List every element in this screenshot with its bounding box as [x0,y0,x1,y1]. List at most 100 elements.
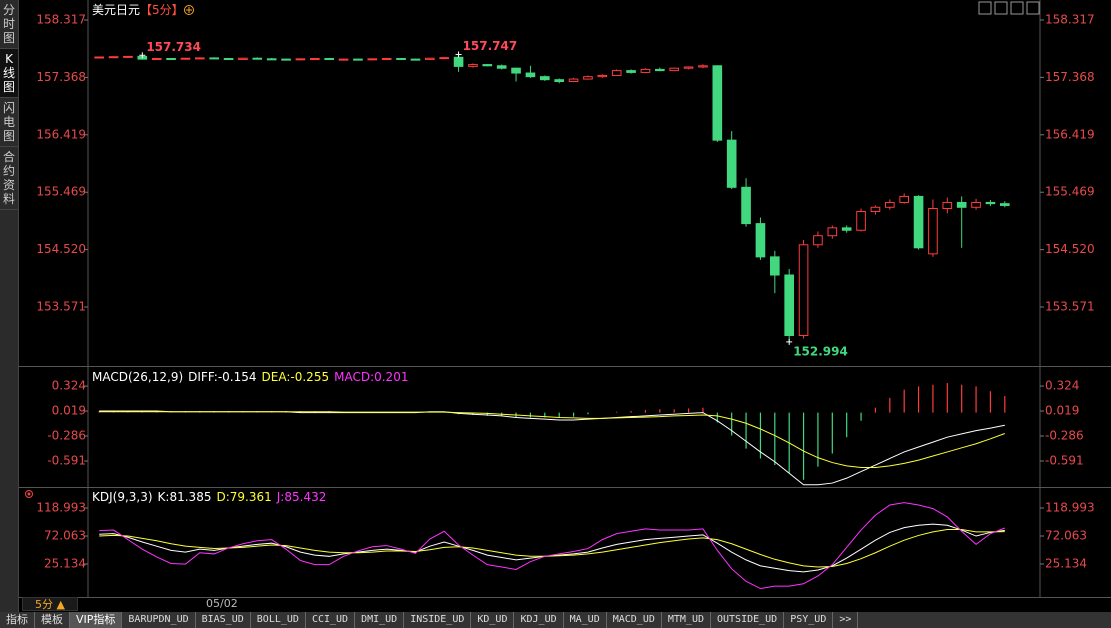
legend-value: 85.432 [284,490,326,504]
candle-body [482,64,493,67]
indicator-tab[interactable]: BIAS_UD [196,612,251,628]
legend-name: DIFF: [188,370,218,384]
indicator-line [99,528,1005,568]
side-tab[interactable]: 分时图 [0,0,18,49]
candle-body [813,235,823,246]
candle-body [583,76,593,80]
low-label: 152.994 [793,344,848,358]
y-tick-label: -0.591 [1045,454,1084,468]
y-tick-label: 156.419 [36,127,86,141]
indicator-tab[interactable]: MACD_UD [607,612,662,628]
indicator-tab[interactable]: VIP指标 [70,612,123,628]
side-tab-label: 闪电图 [2,101,15,143]
candle-body [381,58,392,61]
indicator-tab[interactable]: 模板 [35,612,70,628]
candle-body [698,65,708,68]
side-tab[interactable]: K线图 [0,49,18,98]
candle-body [640,68,651,73]
candle-body [338,58,349,61]
candle-body [123,55,133,58]
candle-body [669,67,679,72]
y-tick-label: 118.993 [36,500,86,514]
period-selector[interactable]: 5分 ▲ [22,597,78,611]
candle-body [827,227,838,237]
kdj-icon[interactable] [25,490,33,498]
y-tick-label: 0.019 [1045,404,1079,418]
candle-body [425,57,435,60]
candle-body [223,58,234,61]
candle-body [784,274,794,336]
indicator-legend: MACD(26,12,9) DIFF:-0.154 DEA:-0.255 MACD:0… [92,370,408,384]
indicator-title: KDJ(9,3,3) [92,490,153,504]
indicator-title: MACD(26,12,9) [92,370,183,384]
side-tab-label: 分时图 [2,3,15,45]
candle-body [195,57,205,60]
indicator-tab[interactable]: BOLL_UD [251,612,306,628]
candle-body [396,58,406,61]
candle-body [453,56,464,67]
y-tick-label: 154.520 [36,242,86,256]
tool-button[interactable] [978,1,992,15]
indicator-tab[interactable]: DMI_UD [355,612,405,628]
indicator-tab[interactable]: MTM_UD [662,612,711,628]
candle-body [439,57,449,60]
indicator-tab[interactable]: >> [833,612,859,628]
y-tick-label: 153.571 [1045,300,1095,314]
indicator-tab[interactable]: MA_UD [564,612,607,628]
side-tab-label: K线图 [2,52,15,94]
indicator-tab[interactable]: BARUPDN_UD [122,612,196,628]
indicator-line [99,411,1005,468]
candle-body [310,58,320,61]
legend-value: -0.154 [218,370,257,384]
indicator-tab[interactable]: OUTSIDE_UD [711,612,785,628]
candle-body [540,76,550,81]
candle-body [741,186,751,225]
symbol-title: 美元日元 [92,3,140,17]
candle-body [266,58,277,61]
candle-body [971,201,981,208]
indicator-tab[interactable]: INSIDE_UD [404,612,472,628]
indicator-line [99,410,1005,486]
legend-name: MACD: [334,370,374,384]
side-tab[interactable]: 闪电图 [0,98,18,147]
y-tick-label: 0.019 [52,404,86,418]
candle-body [798,244,809,336]
y-tick-label: 0.324 [1045,379,1079,393]
y-tick-label: 72.063 [1045,528,1087,542]
add-icon[interactable] [184,5,194,15]
side-tab[interactable]: 合约资料 [0,147,18,210]
indicator-tab[interactable]: KDJ_UD [514,612,564,628]
y-tick-label: 158.317 [36,12,86,26]
legend-name: J: [276,490,285,504]
y-tick-label: 157.368 [1045,70,1095,84]
candle-body [870,206,881,213]
legend-value: 81.385 [169,490,211,504]
tool-button[interactable] [994,1,1008,15]
y-tick-label: 158.317 [1045,12,1095,26]
candle-body [928,207,938,255]
candle-body [468,64,478,67]
tool-button[interactable] [1010,1,1024,15]
candle-body [985,201,996,205]
indicator-tab[interactable]: CCI_UD [306,612,356,628]
indicator-tab[interactable]: KD_UD [471,612,515,628]
y-tick-label: 156.419 [1045,127,1095,141]
indicator-tab[interactable]: PSY_UD [784,612,834,628]
candle-body [238,57,248,60]
y-tick-label: -0.591 [47,454,86,468]
candle-body [496,65,507,69]
candle-body [180,57,191,60]
y-tick-label: 155.469 [1045,185,1095,199]
candle-body [295,58,306,61]
sidebar: 分时图 K线图闪电图合约资料 [0,0,19,612]
y-tick-label: 118.993 [1045,500,1095,514]
tool-button[interactable] [1026,1,1040,15]
candle-body [755,223,766,258]
y-tick-label: 25.134 [1045,556,1087,570]
side-tab-label: 合约资料 [2,150,15,206]
candle-body [511,67,521,74]
legend-value: 79.361 [230,490,272,504]
indicator-tab[interactable]: 指标 [0,612,35,628]
candle-body [324,58,334,61]
